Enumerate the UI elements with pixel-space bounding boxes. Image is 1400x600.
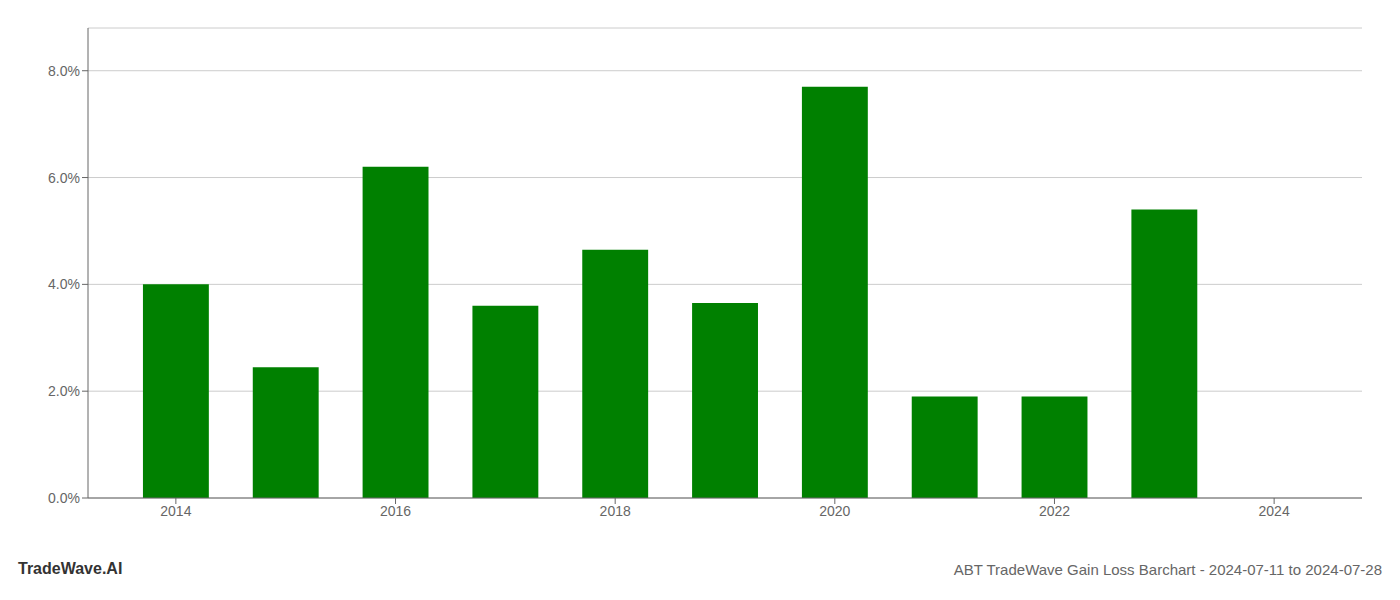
svg-text:2018: 2018 bbox=[600, 503, 631, 519]
svg-text:0.0%: 0.0% bbox=[48, 490, 80, 506]
html-text:ABT TradeWave Gain Loss Barcha: ABT TradeWave Gain Loss Barchart - 2024-… bbox=[953, 561, 1382, 578]
html-text:TradeWave.AI: TradeWave.AI bbox=[18, 560, 123, 577]
svg-text:2024: 2024 bbox=[1259, 503, 1290, 519]
svg-text:8.0%: 8.0% bbox=[48, 63, 80, 79]
svg-text:2.0%: 2.0% bbox=[48, 383, 80, 399]
svg-text:6.0%: 6.0% bbox=[48, 170, 80, 186]
svg-text:2022: 2022 bbox=[1039, 503, 1070, 519]
svg-text:2020: 2020 bbox=[819, 503, 850, 519]
svg-text:2016: 2016 bbox=[380, 503, 411, 519]
svg-text:2014: 2014 bbox=[160, 503, 191, 519]
svg-text:4.0%: 4.0% bbox=[48, 276, 80, 292]
